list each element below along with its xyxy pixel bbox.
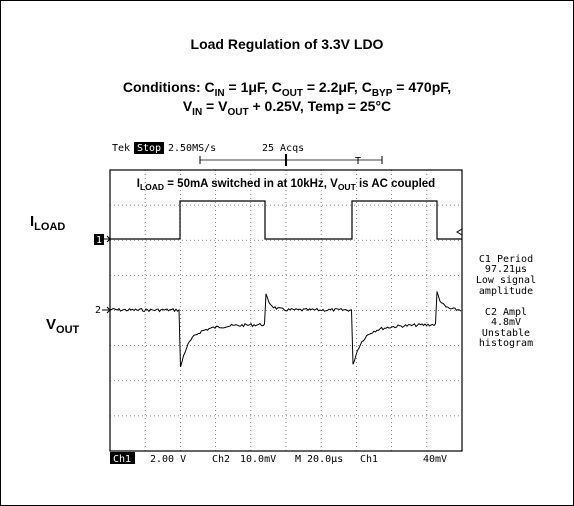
measurement-line: C1 Period: [479, 254, 533, 265]
footer-ch1: Ch1: [113, 454, 131, 465]
arrow: [104, 235, 111, 243]
conditions-line: Conditions: CIN = 1μF, COUT = 2.2μF, CBY…: [123, 79, 451, 99]
footer-trigger-ch: Ch1: [360, 454, 378, 465]
measurement-line: C2 Ampl: [485, 307, 527, 318]
channel-label: ILOAD: [30, 213, 65, 233]
ch1-badge: [110, 452, 135, 464]
arrow: [456, 228, 463, 236]
text: = V: [202, 98, 228, 114]
text: V: [46, 316, 56, 333]
stop-label: Stop: [137, 143, 161, 154]
conditions-line: VIN = VOUT + 0.25V, Temp = 25°C: [183, 98, 391, 118]
ch1-marker-box: [94, 234, 104, 245]
text: I: [137, 178, 140, 190]
sample-rate: 2.50MS/s: [168, 143, 216, 154]
trigger-marker: T: [355, 156, 361, 167]
text: is AC coupled: [356, 178, 435, 190]
footer-ch2: Ch2: [212, 454, 230, 465]
text: Conditions: C: [123, 79, 215, 95]
footer-ch2-scale: 10.0mV: [240, 454, 276, 465]
subscript: OUT: [282, 88, 303, 99]
measurement-line: amplitude: [479, 286, 533, 297]
arrow: [102, 306, 111, 314]
text: = 2.2μF, C: [303, 79, 372, 95]
scope-brand: Tek: [112, 143, 130, 154]
acquisitions: 25 Acqs: [262, 143, 304, 154]
measurement-line: 97.21μs: [485, 264, 527, 275]
annotation: ILOAD = 50mA switched in at 10kHz, VOUT …: [137, 178, 435, 192]
subscript: OUT: [56, 324, 80, 336]
ch1-marker: 1: [96, 235, 102, 246]
title: Load Regulation of 3.3V LDO: [191, 36, 384, 52]
footer-ch1-scale: 2.00 V: [150, 454, 186, 465]
channel-label: VOUT: [46, 316, 80, 336]
measurement-line: 4.8mV: [491, 317, 521, 328]
subscript: LOAD: [34, 221, 65, 233]
ch1-trace: [110, 200, 462, 240]
measurement-line: Unstable: [482, 328, 530, 339]
subscript: IN: [192, 107, 202, 118]
measurement-line: histogram: [479, 338, 533, 349]
ch2-marker: 2: [95, 305, 101, 316]
subscript: IN: [215, 88, 225, 99]
stop-badge: [134, 142, 164, 154]
footer-timebase: M 20.0μs: [295, 454, 343, 465]
text: V: [183, 98, 193, 114]
text: + 0.25V, Temp = 25°C: [249, 98, 392, 114]
subscript: OUT: [227, 107, 248, 118]
text: = 50mA switched in at 10kHz, V: [164, 178, 338, 190]
text: = 470pF,: [392, 79, 451, 95]
subscript: BYP: [372, 88, 393, 99]
measurement-line: Low signal: [476, 275, 536, 286]
footer-trigger-level: 40mV: [423, 454, 447, 465]
subscript: OUT: [338, 182, 357, 192]
text: I: [30, 213, 34, 230]
ch2-trace: [109, 291, 462, 368]
subscript: LOAD: [140, 182, 164, 192]
text: = 1μF, C: [225, 79, 282, 95]
